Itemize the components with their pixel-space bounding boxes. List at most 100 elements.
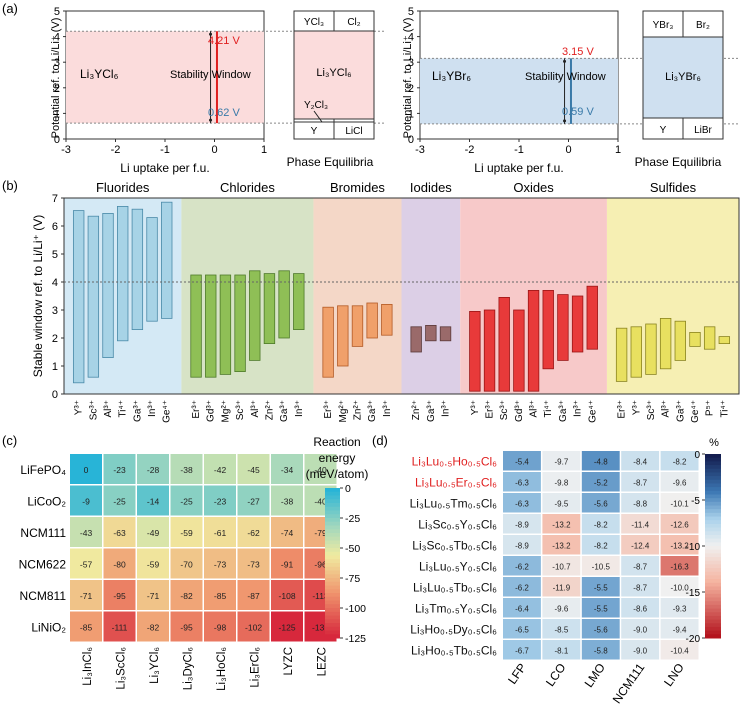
b-xtick-label: Er³⁺ [617,400,628,419]
c-cell [170,611,203,642]
d-cell [621,451,660,471]
d-cell-value: -10.7 [552,563,571,572]
d-cell [542,556,581,576]
d-cell [503,598,541,618]
d-cbar-segment [705,542,721,547]
d-cell [581,493,620,513]
d-cbar-segment [705,634,721,639]
d-cell-value: -9.6 [555,605,569,614]
pe2-br2: Br₂ [696,20,710,31]
d-cbar-segment [705,626,721,632]
d-cbar-segment [705,472,721,477]
c-cbar-segment [325,551,340,556]
a2-compound-label: Li₃YBr₆ [432,69,471,83]
b-bar [498,296,510,392]
b-bar [72,210,85,384]
d-cell [660,535,699,555]
d-cell-value: -5.4 [515,458,529,467]
b-bar [439,326,452,342]
c-cell [103,580,136,610]
c-cell-value: -63 [113,528,126,538]
d-row-label: Li₃Lu₀.₅Tm₀.₅Cl₆ [410,497,498,511]
b-xtick-label: In³⁺ [294,400,305,417]
d-cbar-segment [705,512,721,518]
d-cell [542,493,581,513]
c-row-label: NCM622 [19,557,67,571]
b-bar [513,309,525,392]
c-cbar-segment [325,593,340,598]
d-cell [503,514,541,534]
a2-ytick-label: 3 [408,57,414,69]
b-bar [718,336,731,345]
b-bar [527,289,540,392]
b-xtick-label: Ge⁴⁺ [587,400,598,423]
d-cell [621,577,660,597]
b-group-title-bromides: Bromides [330,180,385,195]
a2-ytick-label: 1 [408,108,414,120]
d-cbar-segment [705,604,721,610]
b-ytick-label: 0 [52,389,58,401]
c-cell-value: -95 [113,591,126,601]
c-cbar-tick-label: -50 [345,543,360,555]
a2-xlabel: Li uptake per f.u. [474,161,563,175]
b-bg-chlorides [181,198,314,394]
pe1-ycl3: YCl₃ [304,17,324,28]
b-bar [674,320,686,361]
c-cbar-segment [325,503,340,508]
d-cell-value: -9.0 [633,626,647,635]
c-cbar-segment [325,521,340,526]
d-cell [542,514,581,534]
d-cbar-tick-label: -10 [686,542,701,553]
d-cell [660,472,699,492]
c-cbar-segment [325,623,340,628]
b-xtick-label: Mg²⁺ [338,400,349,423]
b-bar [571,295,584,353]
d-cell [621,619,660,639]
b-xtick-label: Sc³⁺ [499,400,510,420]
b-bar [146,217,158,322]
b-bar [615,327,628,382]
c-cell-value: -87 [247,591,260,601]
b-xtick-label: Ga³⁺ [132,400,143,422]
d-cbar-segment [705,579,721,584]
c-cell-value: -82 [147,622,160,632]
d-col-label: NCM111 [610,660,648,706]
c-cell-value: -25 [113,496,126,506]
d-cell [621,493,660,513]
c-cell-value: -95 [180,622,193,632]
d-cbar-segment [705,501,721,507]
c-cell [204,580,236,610]
d-cell [503,640,541,660]
d-cell [660,598,699,618]
a1-ylabel: Potential ref. to Li/Li⁺ (V) [50,18,62,139]
d-cell-value: -5.2 [594,479,608,488]
panel-label-c: (c) [2,433,17,448]
d-cbar-segment [705,516,721,521]
c-cell [204,485,236,516]
d-cbar-segment [705,454,721,459]
d-cbar-segment [705,546,721,551]
c-cell [70,485,102,516]
c-cbar-segment [325,544,340,549]
d-cbar-segment [705,483,721,488]
a1-xtick-label: 1 [261,144,267,156]
c-colorbar: 0 -25 -50 -75 -100 -125 [325,483,366,645]
b-bar [249,270,261,361]
d-cbar-segment [705,623,721,628]
d-cbar-segment [705,461,721,466]
d-cell-value: -5.6 [594,626,608,635]
c-cbar-segment [325,491,340,496]
d-row-label: Li₃Lu₀.₅Y₀.₅Cl₆ [419,560,497,574]
d-cell-value: -8.8 [633,500,647,509]
d-cell-value: -11.4 [631,521,649,530]
d-row-label: Li₃Ho₀.₅Tb₀.₅Cl₆ [411,644,497,658]
d-cell-value: -9.0 [633,647,647,656]
c-cell [103,611,136,642]
a1-upper-label: 4.21 V [208,35,240,47]
c-row-label: NCM111 [20,526,66,540]
d-cell-value: -13.2 [670,542,689,551]
a1-window-label: Stability Window [170,69,251,81]
d-cell [660,493,699,513]
d-cbar-segment [705,490,721,495]
c-cell-value: -98 [214,622,227,632]
